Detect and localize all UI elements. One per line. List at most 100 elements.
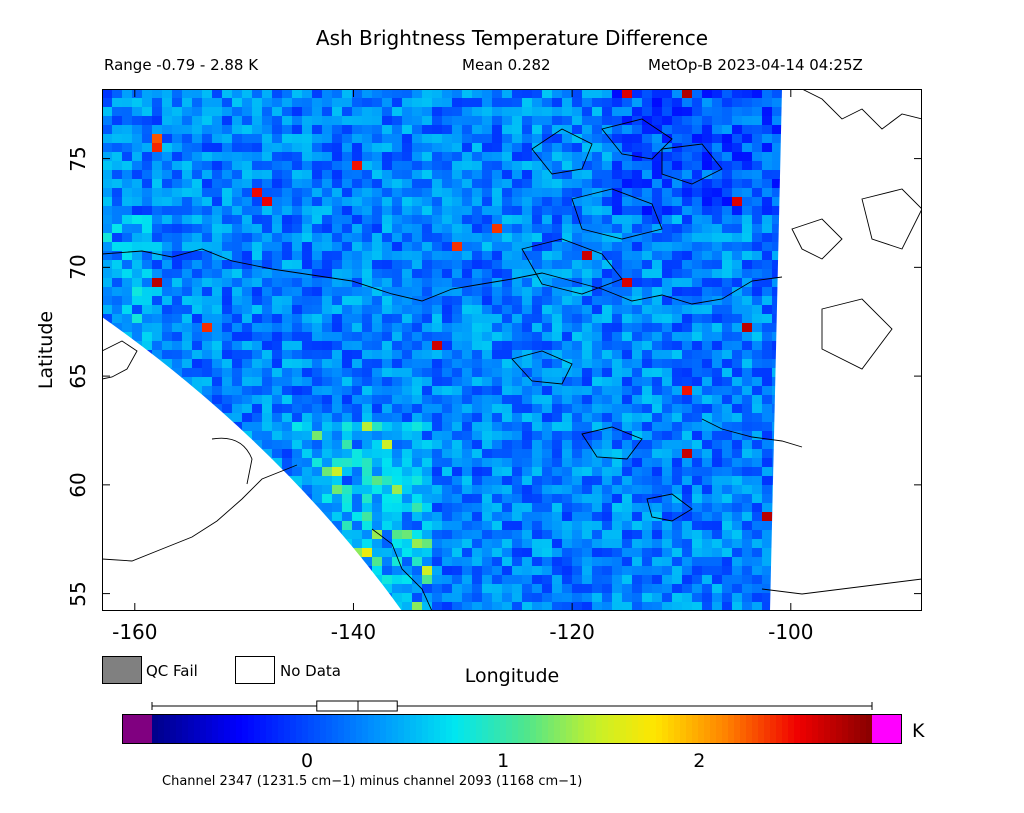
heatmap-cell (522, 386, 532, 395)
heatmap-cell (232, 107, 242, 116)
heatmap-cell (732, 377, 742, 386)
heatmap-cell (462, 188, 472, 197)
heatmap-cell (342, 260, 352, 269)
heatmap-cell (442, 503, 452, 512)
heatmap-cell (622, 395, 632, 404)
heatmap-cell (192, 188, 202, 197)
heatmap-cell (302, 305, 312, 314)
heatmap-cell (562, 116, 572, 125)
heatmap-cell (582, 422, 592, 431)
heatmap-cell (682, 116, 692, 125)
heatmap-cell (232, 170, 242, 179)
heatmap-cell (542, 278, 552, 287)
heatmap-cell (402, 548, 412, 557)
heatmap-cell (612, 125, 622, 134)
heatmap-cell (332, 116, 342, 125)
heatmap-cell (582, 440, 592, 449)
colorbar-segment (764, 714, 771, 744)
heatmap-cell (232, 323, 242, 332)
heatmap-cell (682, 449, 692, 458)
heatmap-cell (242, 305, 252, 314)
heatmap-cell (422, 260, 432, 269)
heatmap-cell (582, 512, 592, 521)
colorbar-segment (554, 714, 561, 744)
heatmap-cell (732, 179, 742, 188)
heatmap-cell (592, 548, 602, 557)
heatmap-cell (502, 125, 512, 134)
heatmap-cell (232, 350, 242, 359)
heatmap-cell (442, 575, 452, 584)
heatmap-cell (262, 116, 272, 125)
heatmap-cell (192, 278, 202, 287)
heatmap-cell (122, 170, 132, 179)
heatmap-cell (572, 296, 582, 305)
heatmap-cell (462, 305, 472, 314)
heatmap-cell (342, 332, 352, 341)
heatmap-cell (702, 395, 712, 404)
heatmap-cell (252, 350, 262, 359)
heatmap-cell (452, 512, 462, 521)
heatmap-cell (692, 350, 702, 359)
heatmap-cell (442, 98, 452, 107)
heatmap-cell (562, 188, 572, 197)
heatmap-cell (412, 215, 422, 224)
heatmap-cell (432, 557, 442, 566)
heatmap-cell (552, 278, 562, 287)
heatmap-cell (602, 503, 612, 512)
heatmap-cell (362, 377, 372, 386)
heatmap-cell (292, 305, 302, 314)
heatmap-cell (152, 260, 162, 269)
heatmap-cell (672, 494, 682, 503)
heatmap-cell (362, 485, 372, 494)
heatmap-cell (662, 566, 672, 575)
heatmap-cell (392, 206, 402, 215)
heatmap-cell (422, 350, 432, 359)
heatmap-cell (662, 152, 672, 161)
heatmap-cell (612, 314, 622, 323)
heatmap-cell (572, 251, 582, 260)
heatmap-cell (662, 161, 672, 170)
heatmap-cell (272, 296, 282, 305)
heatmap-cell (332, 485, 342, 494)
heatmap-cell (442, 107, 452, 116)
heatmap-cell (752, 89, 762, 98)
heatmap-cell (552, 512, 562, 521)
heatmap-cell (132, 89, 142, 98)
heatmap-cell (742, 152, 752, 161)
heatmap-cell (352, 206, 362, 215)
heatmap-cell (132, 170, 142, 179)
heatmap-cell (282, 233, 292, 242)
heatmap-cell (332, 98, 342, 107)
heatmap-cell (212, 188, 222, 197)
heatmap-cell (582, 368, 592, 377)
heatmap-cell (372, 539, 382, 548)
heatmap-cell (432, 413, 442, 422)
heatmap-cell (712, 332, 722, 341)
heatmap-cell (712, 467, 722, 476)
heatmap-cell (552, 107, 562, 116)
heatmap-cell (172, 188, 182, 197)
colorbar-segment (830, 714, 837, 744)
heatmap-cell (492, 89, 502, 98)
heatmap-cell (402, 134, 412, 143)
heatmap-cell (592, 107, 602, 116)
colorbar-segment (188, 714, 195, 744)
heatmap-cell (342, 431, 352, 440)
heatmap-cell (282, 224, 292, 233)
heatmap-cell (752, 314, 762, 323)
heatmap-cell (522, 107, 532, 116)
heatmap-cell (422, 143, 432, 152)
heatmap-cell (512, 242, 522, 251)
heatmap-cell (642, 584, 652, 593)
heatmap-cell (502, 260, 512, 269)
heatmap-cell (542, 233, 552, 242)
heatmap-cell (582, 476, 592, 485)
heatmap-cell (642, 278, 652, 287)
heatmap-cell (702, 251, 712, 260)
heatmap-cell (542, 485, 552, 494)
heatmap-cell (352, 395, 362, 404)
heatmap-cell (462, 377, 472, 386)
heatmap-cell (512, 89, 522, 98)
heatmap-cell (372, 449, 382, 458)
heatmap-cell (592, 233, 602, 242)
